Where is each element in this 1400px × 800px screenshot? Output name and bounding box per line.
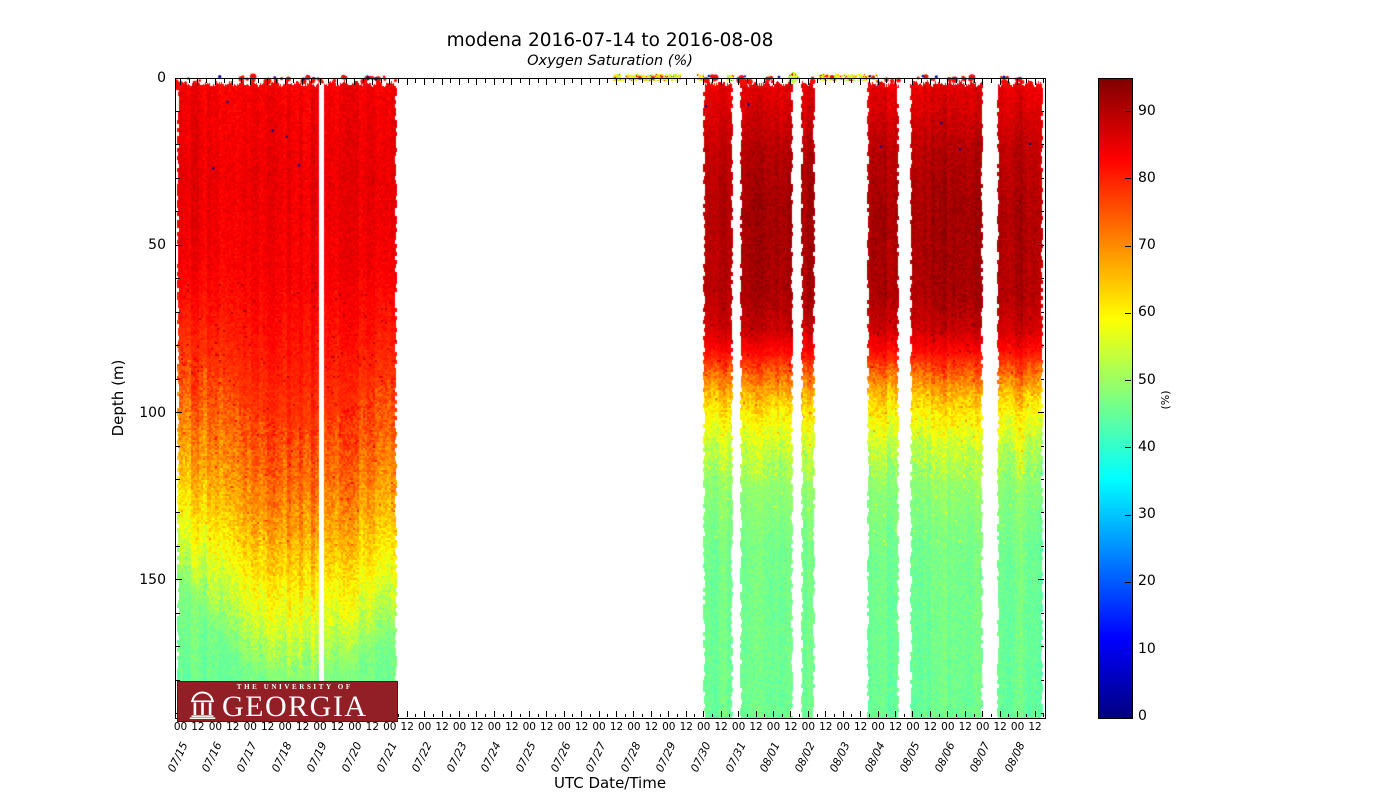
colorbar-tick-label: 30 [1138, 506, 1156, 523]
x-hour-label: 12 [714, 721, 728, 733]
x-hour-label: 12 [365, 721, 380, 733]
x-hour-label: 12 [574, 721, 589, 733]
x-hour-label: 12 [888, 721, 903, 733]
uga-logo-line1: THE UNIVERSITY OF [236, 682, 353, 691]
x-hour-label: 12 [400, 721, 414, 733]
x-hour-label: 00 [697, 721, 711, 733]
uga-arch-icon [189, 691, 216, 719]
x-hour-label: 12 [819, 721, 833, 733]
colorbar-tick-label: 0 [1138, 708, 1147, 724]
x-hour-label: 12 [505, 721, 519, 733]
colorbar-tick-label: 60 [1138, 304, 1156, 321]
x-hour-label: 12 [295, 721, 310, 733]
colorbar-tick-label: 90 [1138, 102, 1156, 119]
x-hour-label: 12 [1028, 721, 1042, 733]
x-hour-label: 00 [522, 721, 536, 733]
colorbar-tick-label: 10 [1138, 640, 1156, 657]
x-hour-label: 00 [766, 721, 781, 733]
x-hour-label: 00 [801, 721, 816, 733]
y-tick-label: 50 [148, 237, 166, 254]
x-hour-label: 12 [958, 721, 972, 733]
x-hour-label: 00 [662, 721, 676, 733]
x-hour-label: 00 [487, 721, 502, 733]
y-tick-label: 150 [139, 571, 166, 588]
x-hour-label: 00 [348, 721, 362, 733]
university-of-georgia-logo: THE UNIVERSITY OF GEORGIA [177, 681, 398, 722]
x-hour-label: 00 [627, 721, 641, 733]
x-hour-label: 00 [592, 721, 606, 733]
x-axis-label: UTC Date/Time [553, 774, 667, 792]
uga-logo-line2: GEORGIA [222, 689, 368, 723]
x-hour-label: 00 [383, 721, 397, 733]
x-hour-label: 00 [836, 721, 850, 733]
chart-subtitle: Oxygen Saturation (%) [527, 53, 693, 69]
y-axis-label: Depth (m) [109, 359, 127, 437]
x-hour-label: 00 [313, 721, 327, 733]
y-tick-label: 0 [157, 70, 166, 86]
x-hour-label: 12 [853, 721, 868, 733]
colorbar-tick-label: 20 [1138, 573, 1156, 590]
x-hour-label: 12 [226, 721, 240, 733]
heatmap-canvas [175, 72, 1046, 718]
x-hour-label: 12 [435, 721, 449, 733]
x-hour-label: 12 [923, 721, 938, 733]
chart-title: modena 2016-07-14 to 2016-08-08 [446, 30, 774, 51]
x-hour-label: 00 [243, 721, 257, 733]
x-hour-label: 12 [784, 721, 798, 733]
x-hour-label: 12 [749, 721, 763, 733]
x-hour-label: 00 [278, 721, 292, 733]
x-hour-label: 12 [330, 721, 345, 733]
x-hour-label: 00 [731, 721, 746, 733]
x-hour-label: 12 [191, 721, 205, 733]
x-hour-label: 00 [557, 721, 571, 733]
x-hour-label: 12 [679, 721, 693, 733]
x-hour-label: 00 [976, 721, 990, 733]
x-hour-label: 00 [871, 721, 885, 733]
x-hour-label: 12 [993, 721, 1007, 733]
x-hour-label: 12 [609, 721, 624, 733]
colorbar-tick-label: 40 [1138, 438, 1156, 455]
colorbar-tick-label: 80 [1138, 169, 1156, 186]
x-hour-label: 00 [941, 721, 955, 733]
x-hour-label: 12 [470, 721, 484, 733]
x-hour-label: 00 [173, 721, 188, 733]
colorbar [1098, 78, 1133, 719]
x-hour-label: 00 [208, 721, 223, 733]
x-hour-label: 00 [452, 721, 467, 733]
colorbar-unit-label: (%) [1159, 390, 1172, 410]
x-hour-label: 00 [1010, 721, 1025, 733]
x-hour-label: 00 [906, 721, 920, 733]
x-hour-label: 12 [644, 721, 659, 733]
x-hour-label: 12 [261, 721, 275, 733]
x-hour-label: 12 [540, 721, 554, 733]
colorbar-tick-label: 70 [1138, 237, 1156, 254]
x-hour-label: 00 [417, 721, 432, 733]
